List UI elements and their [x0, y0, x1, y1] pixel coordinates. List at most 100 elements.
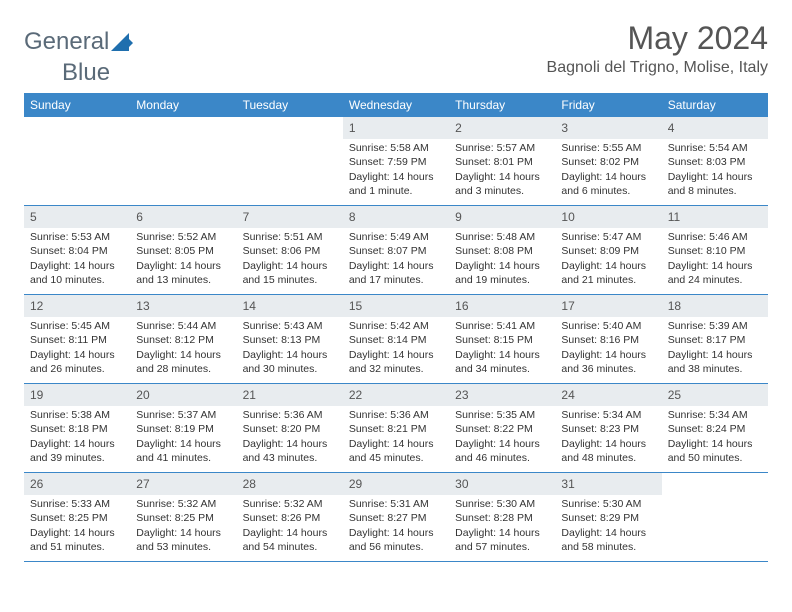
logo-triangle-icon — [111, 33, 133, 51]
sunrise-text: Sunrise: 5:42 AM — [349, 319, 443, 333]
day-number: 10 — [555, 206, 661, 228]
sunset-text: Sunset: 8:11 PM — [30, 333, 124, 347]
day-number: 27 — [130, 473, 236, 495]
sunset-text: Sunset: 8:25 PM — [30, 511, 124, 525]
daylight-text: Daylight: 14 hours and 36 minutes. — [561, 348, 655, 376]
sunset-text: Sunset: 8:07 PM — [349, 244, 443, 258]
day-number: 3 — [555, 117, 661, 139]
day-details: Sunrise: 5:49 AMSunset: 8:07 PMDaylight:… — [343, 230, 449, 291]
day-header: Friday — [555, 93, 661, 117]
day-details: Sunrise: 5:38 AMSunset: 8:18 PMDaylight:… — [24, 408, 130, 469]
day-number: 9 — [449, 206, 555, 228]
sunrise-text: Sunrise: 5:30 AM — [561, 497, 655, 511]
sunrise-text: Sunrise: 5:34 AM — [561, 408, 655, 422]
week-row: 19Sunrise: 5:38 AMSunset: 8:18 PMDayligh… — [24, 384, 768, 473]
calendar-cell: . — [24, 117, 130, 205]
sunrise-text: Sunrise: 5:38 AM — [30, 408, 124, 422]
sunset-text: Sunset: 8:29 PM — [561, 511, 655, 525]
daylight-text: Daylight: 14 hours and 38 minutes. — [668, 348, 762, 376]
sunrise-text: Sunrise: 5:45 AM — [30, 319, 124, 333]
day-details: Sunrise: 5:34 AMSunset: 8:23 PMDaylight:… — [555, 408, 661, 469]
weeks-container: ...1Sunrise: 5:58 AMSunset: 7:59 PMDayli… — [24, 117, 768, 562]
daylight-text: Daylight: 14 hours and 48 minutes. — [561, 437, 655, 465]
day-details: Sunrise: 5:36 AMSunset: 8:20 PMDaylight:… — [237, 408, 343, 469]
daylight-text: Daylight: 14 hours and 41 minutes. — [136, 437, 230, 465]
sunset-text: Sunset: 8:12 PM — [136, 333, 230, 347]
daylight-text: Daylight: 14 hours and 1 minute. — [349, 170, 443, 198]
sunrise-text: Sunrise: 5:32 AM — [243, 497, 337, 511]
sunrise-text: Sunrise: 5:30 AM — [455, 497, 549, 511]
day-number: 15 — [343, 295, 449, 317]
week-row: ...1Sunrise: 5:58 AMSunset: 7:59 PMDayli… — [24, 117, 768, 206]
daylight-text: Daylight: 14 hours and 24 minutes. — [668, 259, 762, 287]
calendar-cell: 14Sunrise: 5:43 AMSunset: 8:13 PMDayligh… — [237, 295, 343, 383]
daylight-text: Daylight: 14 hours and 57 minutes. — [455, 526, 549, 554]
sunset-text: Sunset: 8:04 PM — [30, 244, 124, 258]
daylight-text: Daylight: 14 hours and 58 minutes. — [561, 526, 655, 554]
calendar-cell: . — [130, 117, 236, 205]
sunset-text: Sunset: 8:28 PM — [455, 511, 549, 525]
day-details: Sunrise: 5:55 AMSunset: 8:02 PMDaylight:… — [555, 141, 661, 202]
day-details: Sunrise: 5:51 AMSunset: 8:06 PMDaylight:… — [237, 230, 343, 291]
sunset-text: Sunset: 8:02 PM — [561, 155, 655, 169]
sunrise-text: Sunrise: 5:35 AM — [455, 408, 549, 422]
sunset-text: Sunset: 8:13 PM — [243, 333, 337, 347]
calendar-cell: 24Sunrise: 5:34 AMSunset: 8:23 PMDayligh… — [555, 384, 661, 472]
daylight-text: Daylight: 14 hours and 30 minutes. — [243, 348, 337, 376]
sunset-text: Sunset: 8:23 PM — [561, 422, 655, 436]
day-details: Sunrise: 5:46 AMSunset: 8:10 PMDaylight:… — [662, 230, 768, 291]
day-number: 31 — [555, 473, 661, 495]
sunset-text: Sunset: 8:19 PM — [136, 422, 230, 436]
day-number: 23 — [449, 384, 555, 406]
sunrise-text: Sunrise: 5:52 AM — [136, 230, 230, 244]
day-details: Sunrise: 5:33 AMSunset: 8:25 PMDaylight:… — [24, 497, 130, 558]
sunrise-text: Sunrise: 5:48 AM — [455, 230, 549, 244]
daylight-text: Daylight: 14 hours and 6 minutes. — [561, 170, 655, 198]
calendar-cell: 10Sunrise: 5:47 AMSunset: 8:09 PMDayligh… — [555, 206, 661, 294]
daylight-text: Daylight: 14 hours and 45 minutes. — [349, 437, 443, 465]
daylight-text: Daylight: 14 hours and 13 minutes. — [136, 259, 230, 287]
calendar-cell: 27Sunrise: 5:32 AMSunset: 8:25 PMDayligh… — [130, 473, 236, 561]
sunset-text: Sunset: 7:59 PM — [349, 155, 443, 169]
day-headers-row: SundayMondayTuesdayWednesdayThursdayFrid… — [24, 93, 768, 117]
week-row: 5Sunrise: 5:53 AMSunset: 8:04 PMDaylight… — [24, 206, 768, 295]
sunset-text: Sunset: 8:24 PM — [668, 422, 762, 436]
calendar-cell: 29Sunrise: 5:31 AMSunset: 8:27 PMDayligh… — [343, 473, 449, 561]
calendar-cell: . — [237, 117, 343, 205]
calendar-cell: 22Sunrise: 5:36 AMSunset: 8:21 PMDayligh… — [343, 384, 449, 472]
sunrise-text: Sunrise: 5:36 AM — [243, 408, 337, 422]
sunset-text: Sunset: 8:06 PM — [243, 244, 337, 258]
sunset-text: Sunset: 8:20 PM — [243, 422, 337, 436]
sunset-text: Sunset: 8:10 PM — [668, 244, 762, 258]
day-details: Sunrise: 5:41 AMSunset: 8:15 PMDaylight:… — [449, 319, 555, 380]
logo-word2: Blue — [62, 59, 768, 87]
day-number: 19 — [24, 384, 130, 406]
day-details: Sunrise: 5:36 AMSunset: 8:21 PMDaylight:… — [343, 408, 449, 469]
daylight-text: Daylight: 14 hours and 53 minutes. — [136, 526, 230, 554]
sunrise-text: Sunrise: 5:47 AM — [561, 230, 655, 244]
day-details: Sunrise: 5:40 AMSunset: 8:16 PMDaylight:… — [555, 319, 661, 380]
day-details: Sunrise: 5:42 AMSunset: 8:14 PMDaylight:… — [343, 319, 449, 380]
day-header: Tuesday — [237, 93, 343, 117]
month-title: May 2024 — [547, 20, 768, 57]
day-details: Sunrise: 5:30 AMSunset: 8:29 PMDaylight:… — [555, 497, 661, 558]
calendar-cell: 1Sunrise: 5:58 AMSunset: 7:59 PMDaylight… — [343, 117, 449, 205]
day-number: 21 — [237, 384, 343, 406]
sunset-text: Sunset: 8:21 PM — [349, 422, 443, 436]
sunset-text: Sunset: 8:16 PM — [561, 333, 655, 347]
sunrise-text: Sunrise: 5:31 AM — [349, 497, 443, 511]
week-row: 26Sunrise: 5:33 AMSunset: 8:25 PMDayligh… — [24, 473, 768, 562]
daylight-text: Daylight: 14 hours and 54 minutes. — [243, 526, 337, 554]
sunset-text: Sunset: 8:26 PM — [243, 511, 337, 525]
sunrise-text: Sunrise: 5:40 AM — [561, 319, 655, 333]
day-number: 22 — [343, 384, 449, 406]
day-number: 28 — [237, 473, 343, 495]
calendar-cell: 7Sunrise: 5:51 AMSunset: 8:06 PMDaylight… — [237, 206, 343, 294]
day-details: Sunrise: 5:30 AMSunset: 8:28 PMDaylight:… — [449, 497, 555, 558]
day-header: Thursday — [449, 93, 555, 117]
calendar-cell: 4Sunrise: 5:54 AMSunset: 8:03 PMDaylight… — [662, 117, 768, 205]
day-number: 18 — [662, 295, 768, 317]
sunset-text: Sunset: 8:25 PM — [136, 511, 230, 525]
calendar-cell: 13Sunrise: 5:44 AMSunset: 8:12 PMDayligh… — [130, 295, 236, 383]
day-number: 11 — [662, 206, 768, 228]
